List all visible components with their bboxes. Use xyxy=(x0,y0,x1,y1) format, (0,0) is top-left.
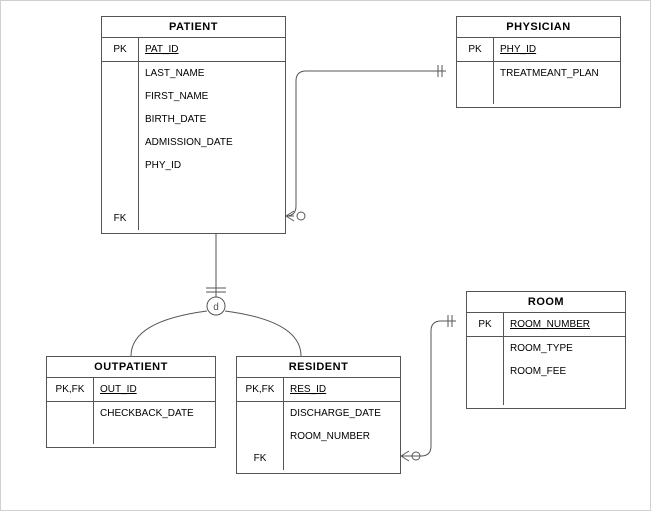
outpatient-pk-label: PK,FK xyxy=(47,378,93,402)
patient-pk-label: PK xyxy=(102,38,138,62)
outpatient-attr-checkback: CHECKBACK_DATE xyxy=(94,402,215,425)
patient-attr-lastname: LAST_NAME xyxy=(139,62,285,85)
resident-pk-attr: RES_ID xyxy=(284,378,400,402)
room-pk-attr: ROOM_NUMBER xyxy=(504,313,625,337)
patient-fk-label: FK xyxy=(102,207,138,230)
entity-outpatient: OUTPATIENT PK,FK OUT_ID CHECKBACK_DATE xyxy=(46,356,216,448)
physician-attr-plan: TREATMEANT_PLAN xyxy=(494,62,620,85)
physician-pk-attr: PHY_ID xyxy=(494,38,620,62)
er-diagram-canvas: PATIENT PK FK PAT_ID LAST_NAME FIRST_NAM… xyxy=(0,0,651,511)
patient-attr-admissiondate: ADMISSION_DATE xyxy=(139,131,285,154)
outpatient-pk-attr: OUT_ID xyxy=(94,378,215,402)
room-pk-label: PK xyxy=(467,313,503,337)
resident-attr-discharge: DISCHARGE_DATE xyxy=(284,402,400,425)
entity-patient-title: PATIENT xyxy=(102,17,285,38)
resident-fk-label: FK xyxy=(237,447,283,470)
entity-patient: PATIENT PK FK PAT_ID LAST_NAME FIRST_NAM… xyxy=(101,16,286,234)
entity-physician: PHYSICIAN PK PHY_ID TREATMEANT_PLAN xyxy=(456,16,621,108)
resident-attr-roomnum: ROOM_NUMBER xyxy=(284,425,400,448)
entity-room: ROOM PK ROOM_NUMBER ROOM_TYPE ROOM_FEE xyxy=(466,291,626,409)
entity-physician-title: PHYSICIAN xyxy=(457,17,620,38)
resident-pk-label: PK,FK xyxy=(237,378,283,402)
entity-resident-title: RESIDENT xyxy=(237,357,400,378)
patient-pk-attr: PAT_ID xyxy=(139,38,285,62)
room-attr-fee: ROOM_FEE xyxy=(504,360,625,383)
room-attr-type: ROOM_TYPE xyxy=(504,337,625,360)
patient-attr-phyid: PHY_ID xyxy=(139,154,285,177)
discriminator-label: d xyxy=(213,302,219,313)
physician-pk-label: PK xyxy=(457,38,493,62)
entity-outpatient-title: OUTPATIENT xyxy=(47,357,215,378)
entity-resident: RESIDENT PK,FK FK RES_ID DISCHARGE_DATE … xyxy=(236,356,401,474)
patient-attr-firstname: FIRST_NAME xyxy=(139,85,285,108)
entity-room-title: ROOM xyxy=(467,292,625,313)
patient-attr-birthdate: BIRTH_DATE xyxy=(139,108,285,131)
